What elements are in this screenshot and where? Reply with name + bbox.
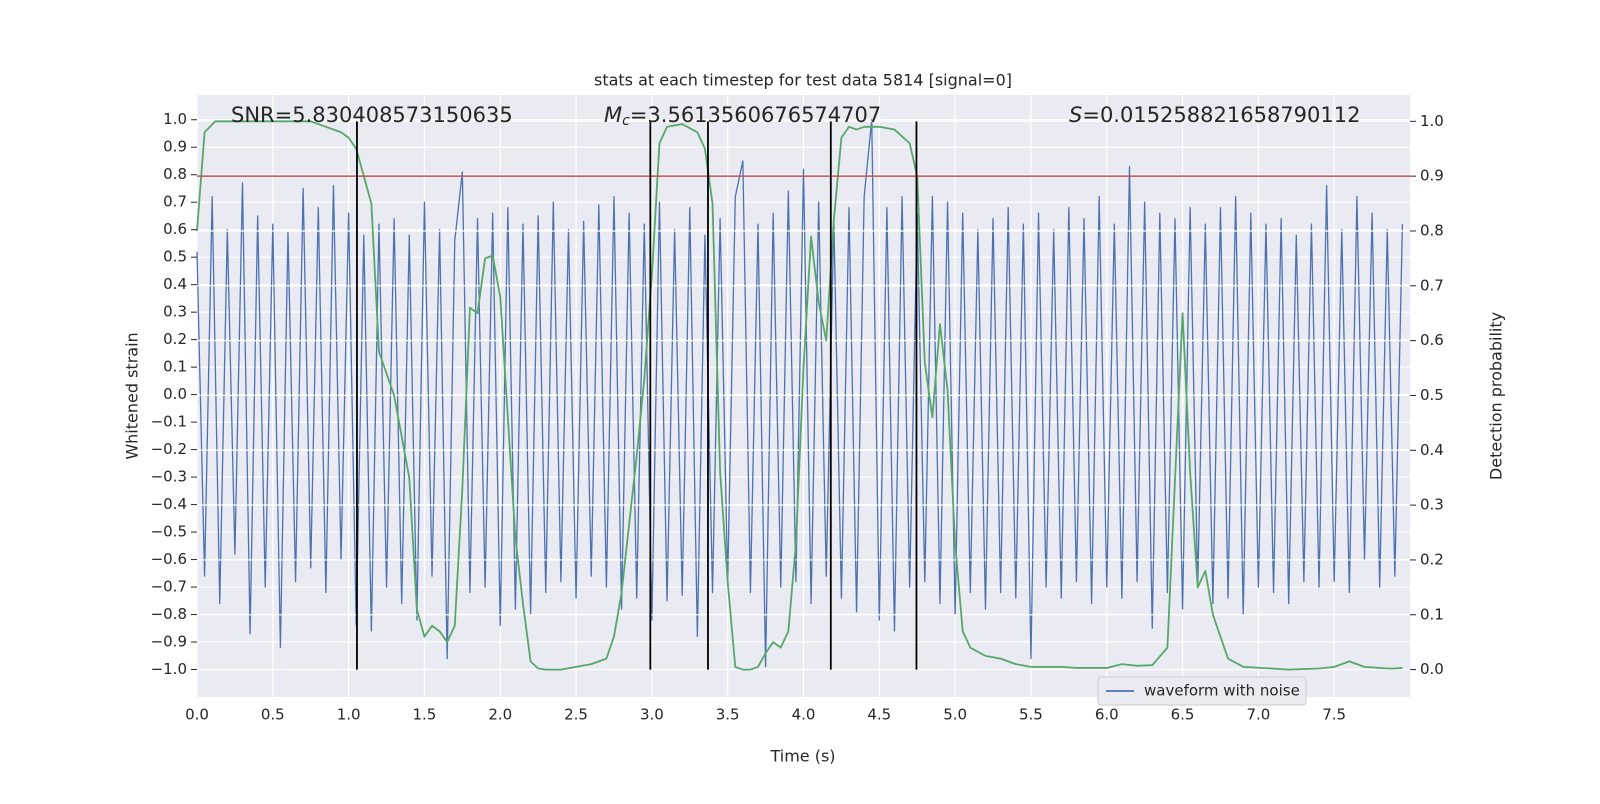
y2-tick-label: 0.2 <box>1420 550 1444 568</box>
y2-tick-label: 0.5 <box>1420 386 1444 404</box>
y-axis-label: Whitened strain <box>123 332 142 459</box>
y2-tick-label: 0.3 <box>1420 496 1444 514</box>
annotation: S=0.015258821658790112 <box>1069 103 1360 127</box>
y-tick-label: −0.8 <box>151 605 187 623</box>
x-tick-label: 3.0 <box>640 706 664 724</box>
y-tick-label: 0.2 <box>163 330 187 348</box>
annotation-value: =3.5613560676574707 <box>630 103 881 127</box>
x-tick-label: 0.5 <box>261 706 285 724</box>
y-tick-label: −0.5 <box>151 523 187 541</box>
y2-tick-label: 0.7 <box>1420 276 1444 294</box>
y-tick-label: 0.6 <box>163 220 187 238</box>
x-tick-label: 6.5 <box>1171 706 1195 724</box>
y-tick-label: −0.1 <box>151 413 187 431</box>
x-tick-label: 1.0 <box>337 706 361 724</box>
y-tick-label: 0.4 <box>163 275 187 293</box>
x-tick-label: 5.0 <box>943 706 967 724</box>
y2-tick-label: 0.9 <box>1420 167 1444 185</box>
y2-tick-label: 1.0 <box>1420 112 1444 130</box>
x-axis-label: Time (s) <box>769 747 835 766</box>
annotation-symbol: S <box>1069 103 1082 127</box>
probability-line <box>196 120 1403 671</box>
y-tick-label: −0.3 <box>151 468 187 486</box>
y-tick-label: 0.3 <box>163 303 187 321</box>
x-tick-label: 3.5 <box>716 706 740 724</box>
y2-tick-label: 0.0 <box>1420 660 1444 678</box>
y2-tick-label: 0.4 <box>1420 441 1444 459</box>
x-tick-label: 5.5 <box>1019 706 1043 724</box>
y-tick-label: 0.7 <box>163 193 187 211</box>
y2-tick-label: 0.8 <box>1420 221 1444 239</box>
y-tick-label: 0.1 <box>163 358 187 376</box>
y-tick-label: −0.2 <box>151 440 187 458</box>
x-tick-label: 2.5 <box>564 706 588 724</box>
x-tick-label: 0.0 <box>185 706 209 724</box>
x-tick-label: 1.5 <box>413 706 437 724</box>
y-tick-label: −0.9 <box>151 633 187 651</box>
y-tick-label: −0.4 <box>151 495 187 513</box>
annotation: Mc=3.5613560676574707 <box>604 103 881 129</box>
chart-title: stats at each timestep for test data 581… <box>594 71 1012 90</box>
y-tick-label: 0.9 <box>163 138 187 156</box>
y2-tick-label: 0.6 <box>1420 331 1444 349</box>
annotation-value: =0.015258821658790112 <box>1082 103 1360 127</box>
annotation: SNR=5.830408573150635 <box>231 103 513 127</box>
x-tick-label: 2.0 <box>488 706 512 724</box>
y-tick-label: 0.5 <box>163 248 187 266</box>
annotation-symbol: M <box>604 103 622 127</box>
y2-tick-label: 0.1 <box>1420 605 1444 623</box>
x-tick-label: 4.5 <box>867 706 891 724</box>
grid2-group <box>197 120 1410 671</box>
y-tick-label: 1.0 <box>163 110 187 128</box>
y-tick-label: −0.7 <box>151 578 187 596</box>
y-tick-label: −0.6 <box>151 550 187 568</box>
y2-axis-label: Detection probability <box>1487 312 1506 480</box>
legend: waveform with noise <box>1097 676 1307 706</box>
y-tick-label: 0.0 <box>163 385 187 403</box>
legend-label: waveform with noise <box>1144 682 1300 700</box>
x-tick-label: 4.0 <box>792 706 816 724</box>
legend-box <box>1097 676 1307 706</box>
annotation-subscript: c <box>622 113 630 129</box>
x-tick-label: 7.5 <box>1322 706 1346 724</box>
x-tick-label: 6.0 <box>1095 706 1119 724</box>
y-tick-label: −1.0 <box>151 660 187 678</box>
y-tick-label: 0.8 <box>163 165 187 183</box>
overlay-group <box>196 120 1410 671</box>
x-tick-label: 7.0 <box>1246 706 1270 724</box>
